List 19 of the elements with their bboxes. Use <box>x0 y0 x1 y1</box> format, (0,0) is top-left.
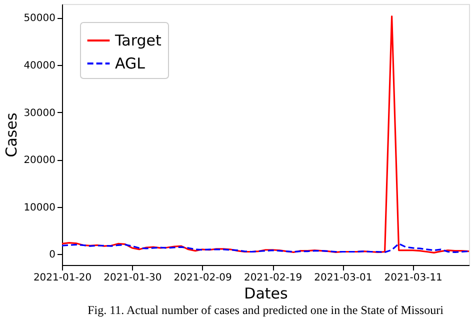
x-tick-label: 2021-01-30 <box>104 272 162 284</box>
x-tick-label: 2021-02-19 <box>244 272 302 284</box>
y-tick-label: 50000 <box>24 13 56 24</box>
y-axis-title: Cases <box>2 112 21 158</box>
line-series <box>61 15 470 254</box>
legend-label: AGL <box>115 54 146 72</box>
x-tick-label: 2021-03-11 <box>384 272 442 284</box>
legend-label: Target <box>114 32 162 50</box>
x-tick-label: 2021-02-09 <box>174 272 232 284</box>
x-axis-title: Dates <box>244 284 288 302</box>
caption: Fig. 11. Actual number of cases and predicted one in the State of Missouri <box>88 303 444 317</box>
y-tick-label: 40000 <box>24 60 56 72</box>
y-tick-label: 30000 <box>24 108 56 119</box>
y-tick-label: 10000 <box>24 202 56 214</box>
x-tick-label: 2021-03-01 <box>314 272 372 284</box>
x-tick-label: 2021-01-20 <box>33 272 92 284</box>
line-series <box>61 242 470 254</box>
y-tick-label: 0 <box>49 250 56 261</box>
y-tick-label: 20000 <box>24 155 56 166</box>
